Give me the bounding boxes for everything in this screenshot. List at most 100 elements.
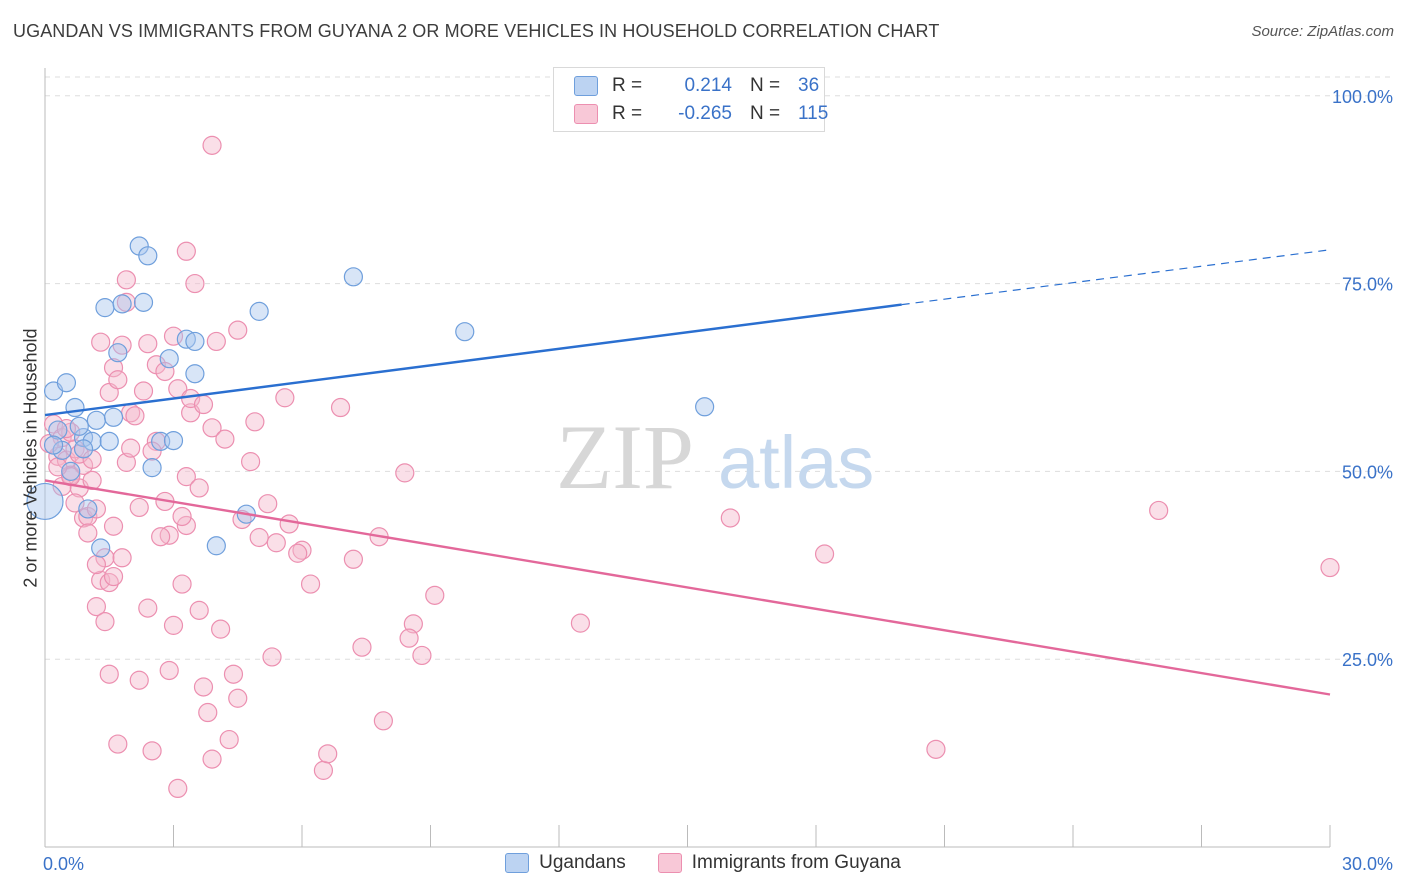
guyana-point [1320,557,1340,578]
ugandans-point [163,430,184,451]
guyana-point [116,452,136,472]
ugandans-point [249,301,269,321]
legend-swatch-ugandans [574,76,598,96]
guyana-point [103,358,124,378]
series-legend: Ugandans Immigrants from Guyana [0,852,1406,874]
x-tick-label-max: 30.0% [1342,854,1393,874]
ugandans-point [43,435,64,455]
guyana-point [138,334,158,354]
guyana-point [279,514,299,534]
guyana-point [275,388,295,408]
legend-swatch-guyana [574,104,598,124]
guyana-point [215,429,235,449]
legend-row-ugandans: R = 0.214 N = 36 [574,73,819,99]
legend-r-value: 0.214 [684,75,732,96]
guyana-point [193,394,214,415]
ugandans-point [65,397,85,418]
guyana-point [258,494,278,514]
ugandans-point [185,364,205,384]
guyana-point [78,523,98,543]
ugandans-point [108,343,128,363]
series-swatch-guyana [657,853,682,873]
guyana-point [570,613,591,633]
guyana-point [125,406,145,426]
legend-n-label: N = [750,103,781,124]
guyana-point [211,619,231,639]
x-tick-label-min: 0.0% [43,854,84,874]
ugandans-point [133,292,154,312]
guyana-point [720,508,740,528]
guyana-point [129,670,149,690]
ugandans-trend-extension [901,249,1331,306]
ugandans-point [95,298,115,318]
legend-r-label: R = [612,103,643,124]
correlation-legend: R = 0.214 N = 36 R = -0.265 N = 115 [553,67,828,132]
source-label: Source: ZipAtlas.com [1251,23,1394,40]
guyana-point [193,677,214,697]
watermark-zip: ZIP [556,406,694,508]
ugandans-point [56,373,77,393]
ugandans-point [138,246,158,266]
guyana-point [185,273,205,294]
ugandans-point [112,294,132,314]
ugandans-point [69,416,89,436]
tick-labels: 25.0% 50.0% 75.0% 100.0% 0.0% 30.0% [43,87,1393,874]
guyana-point [228,320,248,340]
series-swatch-ugandans [505,853,530,873]
ugandans-points [26,236,715,558]
ugandans-point [73,439,94,459]
ugandans-point [91,538,111,558]
y-tick-label: 100.0% [1332,87,1393,107]
guyana-point [108,734,128,754]
guyana-point [99,664,119,684]
ugandans-point [455,322,475,342]
ugandans-point [206,536,226,556]
guyana-point [262,647,282,667]
guyana-point [146,431,166,451]
watermark-atlas: atlas [718,421,874,504]
grid-lines [45,76,1393,660]
y-tick-label: 25.0% [1342,650,1393,670]
ugandans-point [695,397,715,417]
guyana-point [86,597,107,617]
ugandans-point [142,458,162,478]
guyana-point [249,527,269,548]
series-legend-guyana[interactable]: Immigrants from Guyana [657,852,901,874]
guyana-point [103,566,124,587]
guyana-point [121,438,141,458]
series-label-ugandans: Ugandans [539,852,626,873]
guyana-point [228,688,248,708]
guyana-point [300,574,321,594]
series-label-guyana: Immigrants from Guyana [691,852,901,873]
legend-n-label: N = [750,75,781,96]
guyana-point [155,361,175,382]
axes [44,68,1331,848]
y-tick-label: 50.0% [1342,462,1393,482]
guyana-point [129,497,149,518]
guyana-point [403,614,423,634]
guyana-point [108,370,128,390]
guyana-point [330,397,351,418]
guyana-point [219,729,239,750]
watermark: ZIP atlas [556,406,874,508]
series-legend-ugandans[interactable]: Ugandans [505,852,626,874]
guyana-point [399,628,419,648]
guyana-point [926,739,946,759]
ugandans-point [103,407,124,427]
guyana-point [138,598,158,618]
guyana-points [39,135,1340,799]
legend-row-guyana: R = -0.265 N = 115 [574,101,828,127]
guyana-point [318,744,338,764]
ugandans-point [343,267,363,287]
guyana-point [172,506,192,527]
guyana-point [91,332,111,352]
guyana-point [163,615,184,635]
guyana-point [202,135,222,155]
guyana-point [142,741,162,761]
ugandans-point [159,349,179,369]
chart-title: UGANDAN VS IMMIGRANTS FROM GUYANA 2 OR M… [13,21,940,41]
guyana-point [202,749,222,769]
legend-r-value: -0.265 [678,103,732,124]
guyana-point [159,660,179,681]
